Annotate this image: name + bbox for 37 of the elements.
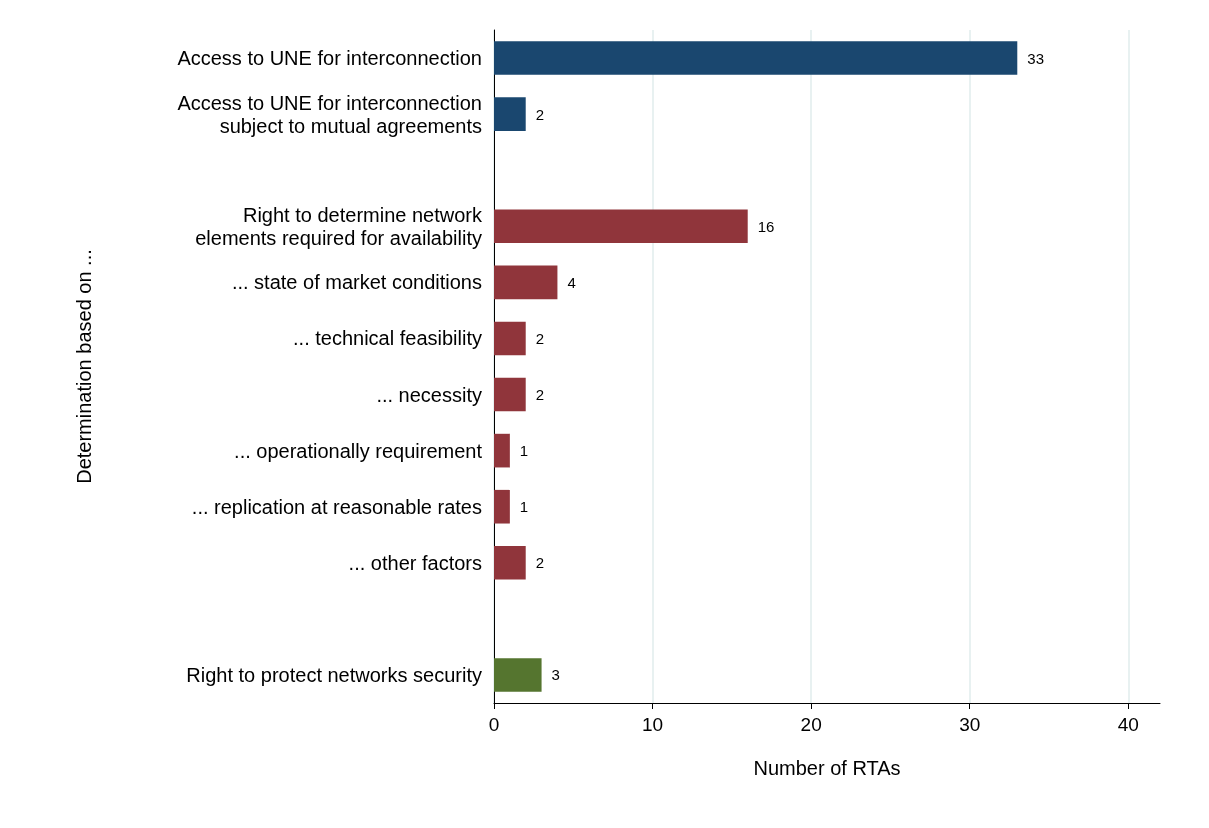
bar bbox=[494, 545, 526, 580]
y-tick-label: Right to protect networks security bbox=[186, 663, 482, 686]
data-label: 4 bbox=[567, 273, 576, 291]
bar bbox=[494, 209, 748, 244]
y-tick-label: ... necessity bbox=[376, 383, 482, 406]
bar bbox=[494, 41, 1018, 75]
bar bbox=[494, 433, 510, 468]
y-tick-label: ... operationally requirement bbox=[234, 439, 483, 462]
y-tick-label: Right to determine network elements required for availability bbox=[195, 203, 483, 249]
y-tick-label: ... other factors bbox=[348, 551, 482, 574]
data-label: 2 bbox=[535, 386, 545, 404]
data-label: 2 bbox=[535, 329, 545, 347]
data-label: 2 bbox=[535, 554, 545, 572]
bar bbox=[494, 377, 526, 412]
data-label: 1 bbox=[519, 498, 529, 516]
data-label: 2 bbox=[535, 105, 545, 123]
bar bbox=[494, 321, 526, 356]
data-label: 16 bbox=[757, 217, 775, 235]
y-axis-title: Determination based on ... bbox=[73, 249, 95, 484]
x-tick-label: 30 bbox=[959, 714, 981, 735]
y-tick-label: Access to UNE for interconnection bbox=[177, 47, 482, 70]
bar bbox=[494, 658, 542, 692]
x-tick-label: 10 bbox=[642, 714, 664, 735]
y-tick-label: ... state of market conditions bbox=[231, 271, 482, 294]
x-axis-title: Number of RTAs bbox=[753, 757, 901, 779]
y-tick-label: ... replication at reasonable rates bbox=[191, 495, 482, 518]
bar bbox=[494, 265, 558, 300]
bar bbox=[494, 97, 526, 131]
x-tick-label: 40 bbox=[1117, 714, 1139, 735]
y-tick-label: ... technical feasibility bbox=[293, 327, 482, 350]
bar bbox=[494, 489, 510, 524]
data-label: 33 bbox=[1027, 49, 1044, 67]
data-label: 3 bbox=[551, 666, 560, 684]
y-tick-label: Access to UNE for interconnection subject to mutual agreements bbox=[177, 91, 482, 137]
data-label: 1 bbox=[519, 442, 529, 460]
x-tick-label: 0 bbox=[488, 714, 500, 735]
x-tick-label: 20 bbox=[800, 714, 822, 735]
